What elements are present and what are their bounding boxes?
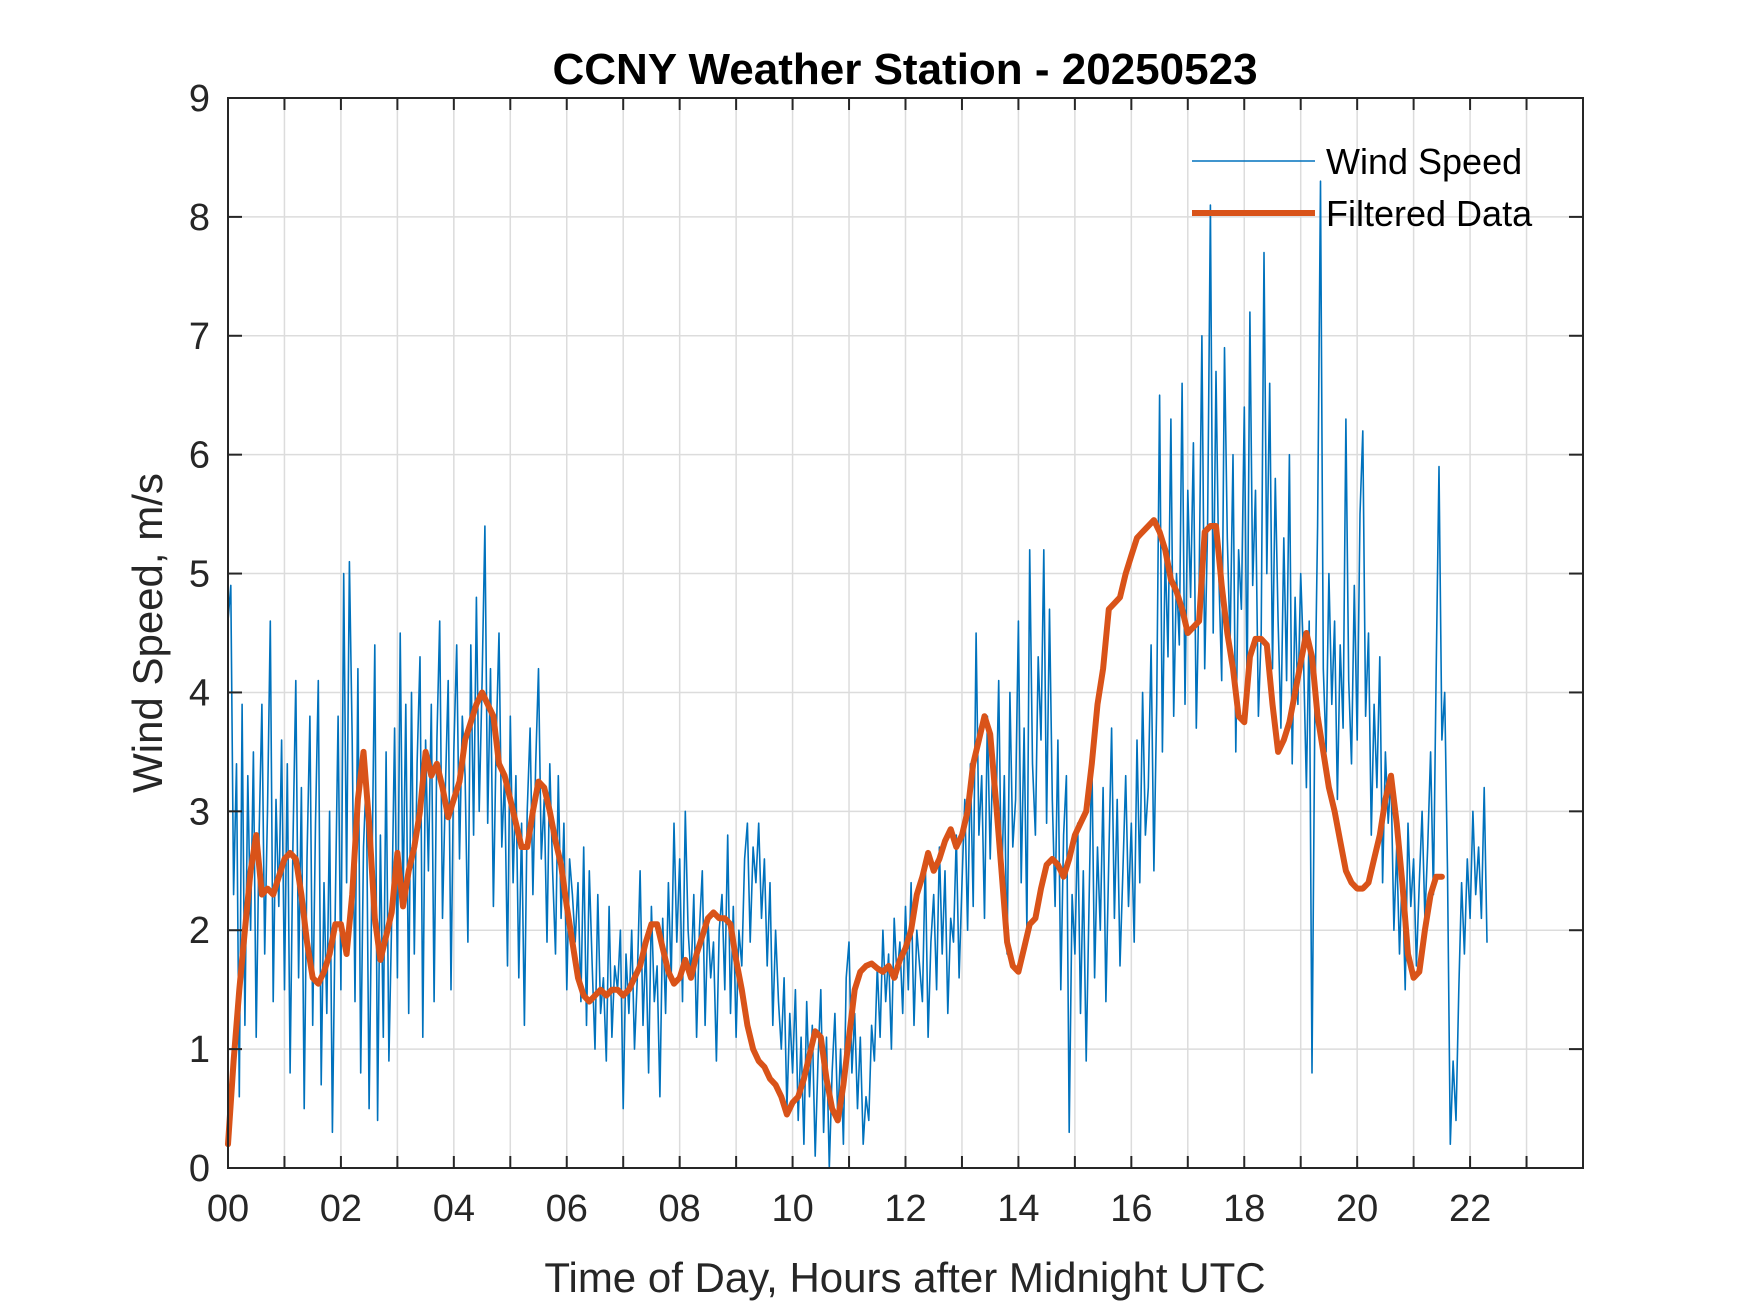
grid xyxy=(228,98,1583,1168)
series-line-filtered-data xyxy=(225,517,1445,1148)
x-tick-label: 06 xyxy=(546,1188,588,1230)
chart-title: CCNY Weather Station - 20250523 xyxy=(552,45,1257,94)
x-tick-label: 20 xyxy=(1336,1188,1378,1230)
legend: Wind Speed Filtered Data xyxy=(1192,141,1533,234)
x-tick-label: 10 xyxy=(771,1188,813,1230)
legend-label-wind-speed: Wind Speed xyxy=(1326,141,1522,182)
x-tick-label: 22 xyxy=(1449,1188,1491,1230)
y-tick-label: 9 xyxy=(189,78,210,120)
legend-label-filtered-data: Filtered Data xyxy=(1326,193,1533,234)
x-axis-label: Time of Day, Hours after Midnight UTC xyxy=(544,1254,1265,1301)
series-layer xyxy=(225,180,1488,1169)
y-tick-label: 5 xyxy=(189,554,210,596)
x-tick-label: 14 xyxy=(997,1188,1039,1230)
x-tick-label: 16 xyxy=(1110,1188,1152,1230)
y-tick-label: 8 xyxy=(189,197,210,239)
x-tick-label: 04 xyxy=(433,1188,475,1230)
x-tick-label: 00 xyxy=(207,1188,249,1230)
series-line-wind-speed xyxy=(227,180,1488,1169)
x-tick-label: 18 xyxy=(1223,1188,1265,1230)
y-tick-label: 2 xyxy=(189,910,210,952)
y-tick-label: 6 xyxy=(189,435,210,477)
y-tick-label: 4 xyxy=(189,672,210,714)
y-tick-label: 0 xyxy=(189,1148,210,1190)
y-tick-label: 7 xyxy=(189,316,210,358)
y-axis-label: Wind Speed, m/s xyxy=(124,473,171,793)
y-tick-label: 3 xyxy=(189,791,210,833)
x-tick-label: 12 xyxy=(884,1188,926,1230)
x-tick-label: 08 xyxy=(659,1188,701,1230)
y-tick-label: 1 xyxy=(189,1029,210,1071)
x-tick-label: 02 xyxy=(320,1188,362,1230)
